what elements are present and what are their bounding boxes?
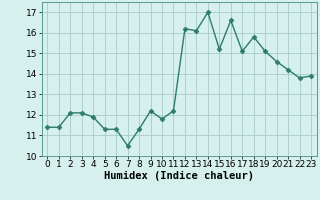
X-axis label: Humidex (Indice chaleur): Humidex (Indice chaleur) [104, 171, 254, 181]
